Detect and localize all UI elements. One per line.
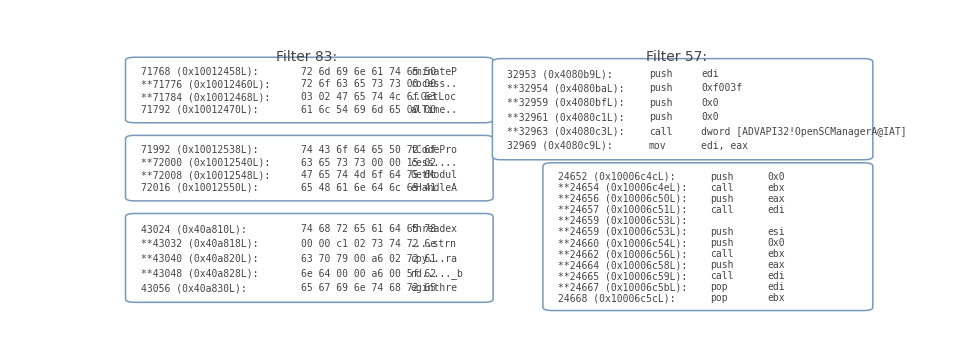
Text: 00 00 c1 02 73 74 72 6e: 00 00 c1 02 73 74 72 6e	[301, 239, 435, 249]
Text: **24665 (0x10006c59L):: **24665 (0x10006c59L):	[558, 271, 688, 281]
Text: 47 65 74 4d 6f 64 75 6c: 47 65 74 4d 6f 64 75 6c	[301, 170, 435, 180]
Text: esi: esi	[768, 227, 785, 237]
FancyBboxPatch shape	[126, 214, 493, 302]
Text: edi, eax: edi, eax	[701, 141, 748, 151]
Text: call: call	[710, 183, 734, 193]
Text: rminateP: rminateP	[410, 67, 457, 77]
Text: ebx: ebx	[768, 249, 785, 259]
Text: call: call	[710, 205, 734, 215]
Text: GetModul: GetModul	[410, 170, 457, 180]
Text: 63 70 79 00 a6 02 72 61: 63 70 79 00 a6 02 72 61	[301, 254, 435, 264]
Text: 71992 (0x10012538L):: 71992 (0x10012538L):	[140, 145, 258, 155]
Text: pop: pop	[710, 293, 729, 303]
Text: 74 68 72 65 61 64 65 78: 74 68 72 65 61 64 65 78	[301, 224, 435, 234]
Text: threadex: threadex	[410, 224, 457, 234]
Text: **32954 (0x4080baL):: **32954 (0x4080baL):	[507, 83, 625, 93]
Text: push: push	[710, 172, 734, 182]
Text: **32959 (0x4080bfL):: **32959 (0x4080bfL):	[507, 98, 625, 108]
Text: 0x0: 0x0	[768, 238, 785, 248]
Text: 74 43 6f 64 65 50 72 6f: 74 43 6f 64 65 50 72 6f	[301, 145, 435, 155]
Text: Filter 83:: Filter 83:	[276, 49, 337, 64]
Text: cess....: cess....	[410, 158, 457, 168]
Text: **43048 (0x40a828L):: **43048 (0x40a828L):	[140, 268, 258, 278]
Text: 63 65 73 73 00 00 15 02: 63 65 73 73 00 00 15 02	[301, 158, 435, 168]
Text: push: push	[649, 98, 672, 108]
Text: 71768 (0x10012458L):: 71768 (0x10012458L):	[140, 67, 258, 77]
Text: **71776 (0x10012460L):: **71776 (0x10012460L):	[140, 79, 270, 89]
Text: **43032 (0x40a818L):: **43032 (0x40a818L):	[140, 239, 258, 249]
Text: rocess..: rocess..	[410, 79, 457, 89]
Text: **24659 (0x10006c53L):: **24659 (0x10006c53L):	[558, 216, 688, 226]
FancyBboxPatch shape	[543, 163, 873, 310]
Text: eax: eax	[768, 260, 785, 270]
Text: nd....._b: nd....._b	[410, 268, 463, 279]
Text: cpy...ra: cpy...ra	[410, 254, 457, 264]
Text: eax: eax	[768, 194, 785, 204]
Text: ebx: ebx	[768, 183, 785, 193]
Text: **24667 (0x10006c5bL):: **24667 (0x10006c5bL):	[558, 282, 688, 292]
Text: 24652 (0x10006c4cL):: 24652 (0x10006c4cL):	[558, 172, 676, 182]
Text: 24668 (0x10006c5cL):: 24668 (0x10006c5cL):	[558, 293, 676, 303]
Text: ebx: ebx	[768, 293, 785, 303]
Text: 72016 (0x10012550L):: 72016 (0x10012550L):	[140, 183, 258, 193]
Text: 43024 (0x40a810L):: 43024 (0x40a810L):	[140, 224, 246, 234]
Text: 03 02 47 65 74 4c 6f 63: 03 02 47 65 74 4c 6f 63	[301, 92, 435, 102]
Text: push: push	[710, 238, 734, 248]
Text: 61 6c 54 69 6d 65 00 00: 61 6c 54 69 6d 65 00 00	[301, 105, 435, 115]
FancyBboxPatch shape	[126, 57, 493, 123]
Text: ....strn: ....strn	[410, 239, 457, 249]
Text: **72008 (0x10012548L):: **72008 (0x10012548L):	[140, 170, 270, 180]
Text: tCodePro: tCodePro	[410, 145, 457, 155]
Text: call: call	[649, 127, 672, 137]
Text: push: push	[649, 112, 672, 122]
Text: **24660 (0x10006c54L):: **24660 (0x10006c54L):	[558, 238, 688, 248]
Text: **24664 (0x10006c58L):: **24664 (0x10006c58L):	[558, 260, 688, 270]
Text: alTime..: alTime..	[410, 105, 457, 115]
Text: 32969 (0x4080c9L):: 32969 (0x4080c9L):	[507, 141, 614, 151]
Text: **24656 (0x10006c50L):: **24656 (0x10006c50L):	[558, 194, 688, 204]
Text: **71784 (0x10012468L):: **71784 (0x10012468L):	[140, 92, 270, 102]
Text: pop: pop	[710, 282, 729, 292]
Text: 0x0: 0x0	[701, 98, 719, 108]
Text: 71792 (0x10012470L):: 71792 (0x10012470L):	[140, 105, 258, 115]
Text: 6e 64 00 00 a6 00 5f 62: 6e 64 00 00 a6 00 5f 62	[301, 268, 435, 278]
Text: 0xf003f: 0xf003f	[701, 83, 742, 93]
Text: eHandleA: eHandleA	[410, 183, 457, 193]
Text: edi: edi	[701, 69, 719, 79]
Text: Filter 57:: Filter 57:	[646, 49, 707, 64]
Text: 43056 (0x40a830L):: 43056 (0x40a830L):	[140, 283, 246, 293]
Text: **24659 (0x10006c53L):: **24659 (0x10006c53L):	[558, 227, 688, 237]
Text: push: push	[649, 83, 672, 93]
Text: edi: edi	[768, 282, 785, 292]
Text: push: push	[710, 227, 734, 237]
Text: call: call	[710, 249, 734, 259]
Text: eginthre: eginthre	[410, 283, 457, 293]
Text: **24654 (0x10006c4eL):: **24654 (0x10006c4eL):	[558, 183, 688, 193]
Text: **32961 (0x4080c1L):: **32961 (0x4080c1L):	[507, 112, 625, 122]
Text: ..GetLoc: ..GetLoc	[410, 92, 457, 102]
Text: 0x0: 0x0	[768, 172, 785, 182]
Text: 65 48 61 6e 64 6c 65 41: 65 48 61 6e 64 6c 65 41	[301, 183, 435, 193]
Text: dword [ADVAPI32!OpenSCManagerA@IAT]: dword [ADVAPI32!OpenSCManagerA@IAT]	[701, 127, 907, 137]
Text: 65 67 69 6e 74 68 72 65: 65 67 69 6e 74 68 72 65	[301, 283, 435, 293]
Text: 0x0: 0x0	[701, 112, 719, 122]
Text: 72 6f 63 65 73 73 00 00: 72 6f 63 65 73 73 00 00	[301, 79, 435, 89]
Text: call: call	[710, 271, 734, 281]
Text: **43040 (0x40a820L):: **43040 (0x40a820L):	[140, 254, 258, 264]
Text: **24662 (0x10006c56L):: **24662 (0x10006c56L):	[558, 249, 688, 259]
Text: 32953 (0x4080b9L):: 32953 (0x4080b9L):	[507, 69, 614, 79]
Text: **32963 (0x4080c3L):: **32963 (0x4080c3L):	[507, 127, 625, 137]
Text: push: push	[710, 194, 734, 204]
FancyBboxPatch shape	[493, 59, 873, 160]
Text: push: push	[649, 69, 672, 79]
Text: 72 6d 69 6e 61 74 65 50: 72 6d 69 6e 61 74 65 50	[301, 67, 435, 77]
Text: edi: edi	[768, 271, 785, 281]
Text: push: push	[710, 260, 734, 270]
Text: **72000 (0x10012540L):: **72000 (0x10012540L):	[140, 158, 270, 168]
Text: **24657 (0x10006c51L):: **24657 (0x10006c51L):	[558, 205, 688, 215]
Text: edi: edi	[768, 205, 785, 215]
FancyBboxPatch shape	[126, 135, 493, 201]
Text: mov: mov	[649, 141, 666, 151]
